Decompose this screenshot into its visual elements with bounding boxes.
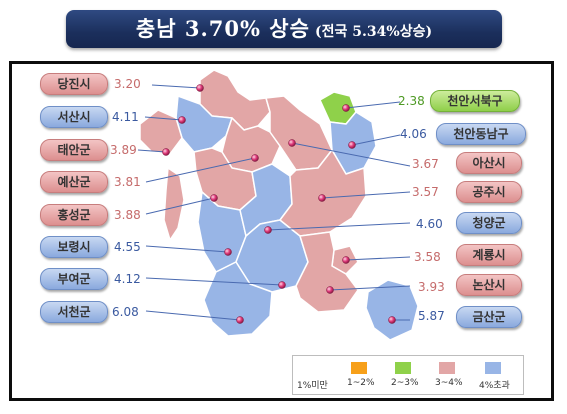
value-taean: 3.89 bbox=[110, 143, 137, 157]
label-gyeryong: 계룡시 bbox=[456, 244, 522, 266]
marker-dot bbox=[196, 84, 204, 92]
label-asan: 아산시 bbox=[456, 152, 522, 174]
label-seocheon: 서천군 bbox=[40, 301, 108, 323]
value-boryeong: 4.55 bbox=[114, 240, 141, 254]
region-shape-seocheon bbox=[203, 261, 273, 337]
value-seocheon: 6.08 bbox=[112, 305, 139, 319]
legend-swatch-0 bbox=[307, 362, 323, 374]
value-nonsan: 3.93 bbox=[418, 280, 445, 294]
legend-label-1: 1~2% bbox=[347, 378, 375, 388]
label-yesan: 예산군 bbox=[40, 171, 108, 193]
marker-dot bbox=[326, 286, 334, 294]
marker-dot bbox=[342, 104, 350, 112]
label-cheonan-seobuk: 천안서북구 bbox=[430, 90, 520, 112]
marker-dot bbox=[162, 148, 170, 156]
marker-dot bbox=[278, 281, 286, 289]
label-gongju: 공주시 bbox=[456, 181, 522, 203]
label-boryeong: 보령시 bbox=[40, 236, 108, 258]
legend-swatch-4 bbox=[485, 362, 501, 374]
marker-dot bbox=[348, 141, 356, 149]
marker-dot bbox=[236, 316, 244, 324]
marker-dot bbox=[224, 248, 232, 256]
title-banner: 충남 3.70% 상승 (전국 5.34%상승) bbox=[66, 10, 502, 48]
value-geumsan: 5.87 bbox=[418, 309, 445, 323]
marker-dot bbox=[251, 154, 259, 162]
legend-box: 1%미만 1~2% 2~3% 3~4% 4%초과 bbox=[292, 355, 524, 395]
legend-label-0: 1%미만 bbox=[297, 381, 328, 391]
value-yesan: 3.81 bbox=[114, 175, 141, 189]
marker-dot bbox=[288, 139, 296, 147]
label-dangjin: 당진시 bbox=[40, 73, 108, 95]
label-taean: 태안군 bbox=[40, 139, 108, 161]
label-hongseong: 홍성군 bbox=[40, 204, 108, 226]
value-gongju: 3.57 bbox=[412, 185, 439, 199]
label-cheongyang: 청양군 bbox=[456, 212, 522, 234]
marker-dot bbox=[264, 226, 272, 234]
label-nonsan: 논산시 bbox=[456, 274, 522, 296]
legend-swatch-2 bbox=[395, 362, 411, 374]
title-sub: (전국 5.34%상승) bbox=[315, 24, 433, 40]
marker-dot bbox=[210, 194, 218, 202]
legend-label-3: 3~4% bbox=[435, 378, 463, 388]
region-shape-geumsan bbox=[365, 279, 419, 341]
legend-swatch-3 bbox=[439, 362, 455, 374]
label-geumsan: 금산군 bbox=[456, 306, 522, 328]
marker-dot bbox=[178, 116, 186, 124]
region-shape-nonsan bbox=[295, 231, 359, 313]
label-cheonan-dongnam: 천안동남구 bbox=[436, 123, 526, 145]
value-hongseong: 3.88 bbox=[114, 208, 141, 222]
value-cheongyang: 4.60 bbox=[416, 217, 443, 231]
legend-label-2: 2~3% bbox=[391, 378, 419, 388]
label-seosan: 서산시 bbox=[40, 106, 108, 128]
legend-swatch-1 bbox=[351, 362, 367, 374]
label-buyeo: 부여군 bbox=[40, 268, 108, 290]
value-dangjin: 3.20 bbox=[114, 77, 141, 91]
marker-dot bbox=[342, 256, 350, 264]
value-asan: 3.67 bbox=[412, 157, 439, 171]
marker-dot bbox=[318, 194, 326, 202]
value-seosan: 4.11 bbox=[112, 110, 139, 124]
value-buyeo: 4.12 bbox=[114, 272, 141, 286]
region-shape-taean-peninsula bbox=[139, 109, 183, 155]
value-cheonan-dongnam: 4.06 bbox=[400, 127, 427, 141]
value-gyeryong: 3.58 bbox=[414, 250, 441, 264]
value-cheonan-seobuk: 2.38 bbox=[398, 94, 425, 108]
legend-label-4: 4%초과 bbox=[479, 381, 510, 391]
title-main: 충남 3.70% 상승 bbox=[135, 16, 310, 41]
marker-dot bbox=[388, 316, 396, 324]
region-shape-asan bbox=[265, 95, 333, 171]
region-shape-taean-anmyeon bbox=[163, 167, 185, 241]
region-shape-gongju bbox=[279, 149, 367, 237]
